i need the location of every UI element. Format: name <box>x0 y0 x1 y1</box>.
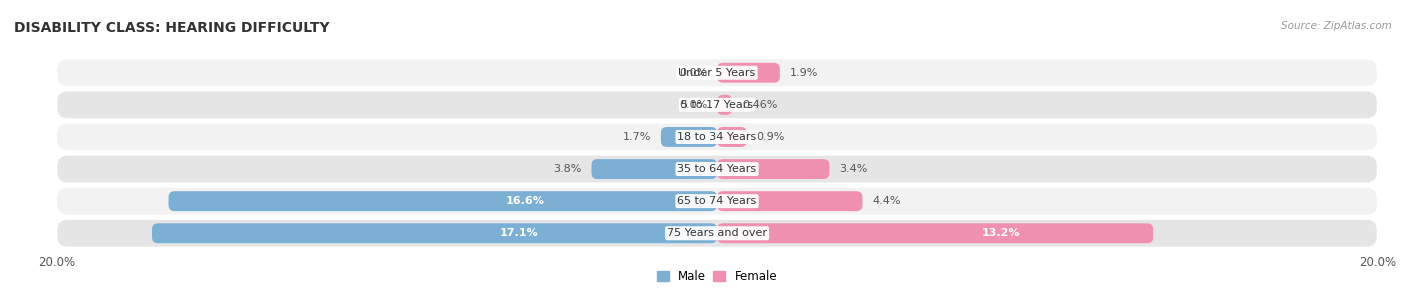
Text: Source: ZipAtlas.com: Source: ZipAtlas.com <box>1281 21 1392 32</box>
Text: 17.1%: 17.1% <box>501 228 538 238</box>
FancyBboxPatch shape <box>56 187 1378 216</box>
FancyBboxPatch shape <box>592 159 717 179</box>
Text: 35 to 64 Years: 35 to 64 Years <box>678 164 756 174</box>
Text: 0.9%: 0.9% <box>756 132 785 142</box>
Text: Under 5 Years: Under 5 Years <box>679 68 755 78</box>
FancyBboxPatch shape <box>717 159 830 179</box>
FancyBboxPatch shape <box>717 191 862 211</box>
Text: 5 to 17 Years: 5 to 17 Years <box>681 100 754 110</box>
FancyBboxPatch shape <box>717 63 780 83</box>
Text: 0.46%: 0.46% <box>742 100 778 110</box>
Text: 1.7%: 1.7% <box>623 132 651 142</box>
Text: 0.0%: 0.0% <box>679 68 707 78</box>
Text: 3.8%: 3.8% <box>553 164 582 174</box>
FancyBboxPatch shape <box>661 127 717 147</box>
FancyBboxPatch shape <box>56 58 1378 87</box>
Text: 13.2%: 13.2% <box>981 228 1019 238</box>
Text: 65 to 74 Years: 65 to 74 Years <box>678 196 756 206</box>
Text: 3.4%: 3.4% <box>839 164 868 174</box>
Text: 18 to 34 Years: 18 to 34 Years <box>678 132 756 142</box>
FancyBboxPatch shape <box>717 127 747 147</box>
FancyBboxPatch shape <box>717 95 733 115</box>
Text: 75 Years and over: 75 Years and over <box>666 228 768 238</box>
FancyBboxPatch shape <box>56 122 1378 151</box>
FancyBboxPatch shape <box>56 219 1378 248</box>
Text: 4.4%: 4.4% <box>872 196 901 206</box>
Text: DISABILITY CLASS: HEARING DIFFICULTY: DISABILITY CLASS: HEARING DIFFICULTY <box>14 21 329 35</box>
FancyBboxPatch shape <box>56 90 1378 119</box>
FancyBboxPatch shape <box>169 191 717 211</box>
Legend: Male, Female: Male, Female <box>652 266 782 288</box>
Text: 16.6%: 16.6% <box>506 196 544 206</box>
FancyBboxPatch shape <box>152 223 717 243</box>
FancyBboxPatch shape <box>56 155 1378 184</box>
FancyBboxPatch shape <box>717 223 1153 243</box>
Text: 0.0%: 0.0% <box>679 100 707 110</box>
Text: 1.9%: 1.9% <box>790 68 818 78</box>
